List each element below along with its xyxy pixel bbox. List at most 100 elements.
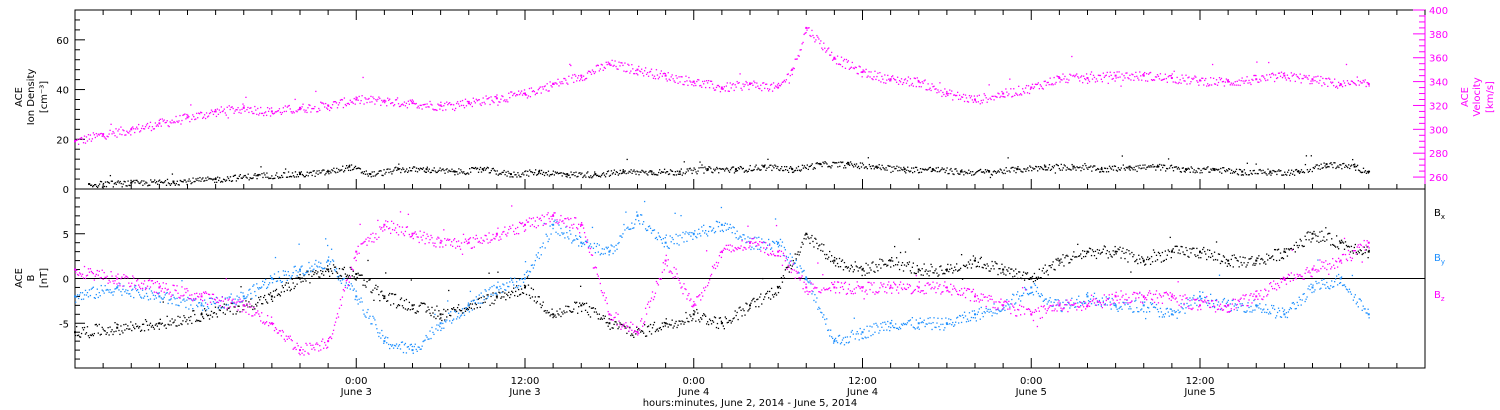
bx-sample — [483, 296, 485, 298]
bx-sample — [1078, 255, 1080, 257]
density-sample — [758, 168, 760, 170]
density-sample — [1060, 163, 1062, 166]
bx-sample — [399, 298, 402, 301]
bx-sample — [619, 322, 621, 324]
bx-sample — [1176, 245, 1178, 248]
by-sample — [310, 270, 312, 273]
velocity-sample — [567, 83, 569, 85]
by-sample — [226, 297, 228, 299]
density-sample — [726, 168, 729, 170]
density-sample — [1161, 164, 1163, 166]
velocity-point — [186, 116, 189, 119]
bx-sample — [289, 290, 291, 292]
density-sample — [555, 172, 557, 174]
velocity-sample — [699, 85, 701, 87]
density-sample — [141, 180, 143, 182]
velocity-sample — [1245, 79, 1247, 82]
by-sample — [115, 287, 117, 290]
velocity-sample — [1322, 77, 1324, 80]
by-sample — [455, 318, 458, 320]
density-sample — [644, 172, 646, 174]
density-sample — [706, 169, 708, 172]
density-sample — [1206, 167, 1208, 169]
bx-sample — [223, 303, 225, 305]
density-sample — [591, 177, 593, 179]
by-sample — [285, 274, 287, 276]
velocity-sample — [631, 64, 633, 66]
bx-sample — [591, 307, 594, 309]
bx-sample — [572, 311, 574, 313]
density-sample — [380, 170, 382, 172]
by-point — [889, 322, 892, 325]
by-point — [945, 322, 948, 325]
bx-sample — [1027, 278, 1030, 280]
by-sample — [144, 287, 147, 289]
by-sample — [126, 292, 128, 294]
density-sample — [443, 169, 445, 172]
density-sample — [1213, 169, 1215, 171]
by-sample — [655, 236, 658, 239]
density-sample — [1151, 166, 1153, 168]
bx-sample — [596, 313, 599, 315]
by-sample — [243, 298, 245, 300]
bx-sample — [824, 253, 826, 256]
density-sample — [336, 167, 338, 170]
bx-sample — [966, 267, 969, 269]
by-sample — [138, 294, 141, 296]
bx-sample — [126, 328, 128, 330]
velocity-sample — [142, 128, 145, 130]
velocity-sample — [153, 128, 156, 130]
by-sample — [538, 257, 540, 260]
density-sample — [1173, 166, 1176, 168]
bx-sample — [1270, 257, 1272, 259]
velocity-sample — [216, 108, 219, 110]
density-sample — [663, 168, 666, 170]
bx-sample — [196, 319, 198, 321]
density-sample — [327, 169, 329, 172]
by-sample — [250, 292, 252, 295]
bx-point — [1114, 250, 1117, 253]
bx-sample — [669, 324, 671, 326]
velocity-sample — [261, 112, 263, 115]
velocity-sample — [1129, 74, 1131, 76]
density-sample — [224, 180, 227, 182]
by-sample — [234, 298, 236, 300]
velocity-sample — [484, 103, 486, 105]
velocity-sample — [229, 108, 231, 111]
bx-sample — [342, 268, 345, 271]
density-sample — [1264, 171, 1266, 173]
velocity-sample — [656, 74, 659, 76]
by-sample — [419, 348, 421, 350]
by-sample — [203, 299, 206, 301]
velocity-sample — [465, 105, 468, 107]
velocity-sample — [502, 95, 504, 98]
bx-sample — [1063, 265, 1065, 267]
velocity-sample — [822, 48, 824, 51]
bx-sample — [671, 319, 673, 321]
velocity-sample — [568, 75, 570, 77]
velocity-sample — [154, 122, 157, 124]
bx-sample — [741, 315, 743, 317]
bx-sample — [1087, 251, 1090, 253]
bx-sample — [857, 270, 859, 272]
velocity-point — [833, 56, 836, 59]
velocity-sample — [140, 127, 143, 130]
density-sample — [1229, 172, 1232, 174]
bx-sample — [1003, 273, 1005, 275]
velocity-sample — [1167, 76, 1169, 78]
density-sample — [872, 165, 874, 167]
bx-sample — [212, 312, 215, 314]
by-sample — [391, 344, 394, 346]
density-sample — [481, 168, 484, 170]
density-sample — [1090, 165, 1092, 167]
density-sample — [825, 162, 827, 164]
density-sample — [1027, 167, 1029, 169]
velocity-sample — [1020, 94, 1023, 96]
density-sample — [122, 183, 124, 185]
density-sample — [794, 169, 797, 172]
bx-sample — [1224, 262, 1227, 264]
bx-sample — [511, 290, 513, 293]
bx-sample — [297, 276, 299, 279]
velocity-sample — [1175, 82, 1177, 84]
bx-sample — [815, 238, 817, 240]
